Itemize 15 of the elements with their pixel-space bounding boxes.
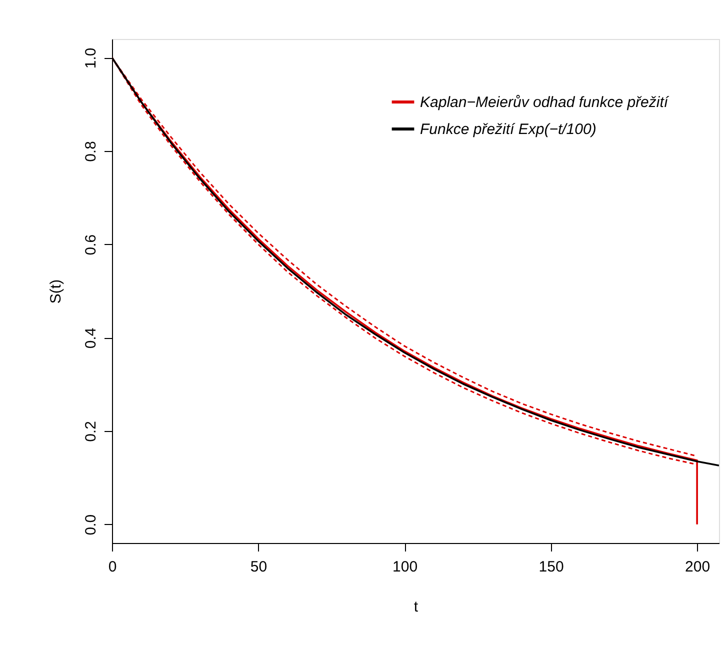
x-axis-title: t [414,598,419,616]
y-tick-label: 1.0 [82,48,100,69]
y-tick-label: 0.4 [82,328,100,349]
y-axis-title: S(t) [48,279,64,304]
y-tick-label: 0.2 [82,421,100,442]
x-tick-label: 150 [538,558,564,576]
x-tick-label: 50 [250,558,268,576]
legend-label: Kaplan−Meierův odhad funkce přežití [420,94,670,111]
x-tick-label: 0 [108,558,117,576]
y-tick-label: 0.6 [82,234,100,256]
y-tick-label: 0.8 [82,141,100,162]
legend-label: Funkce přežití Exp(−t/100) [420,121,596,138]
y-tick-label: 0.0 [82,514,100,536]
x-tick-label: 100 [392,558,418,576]
x-tick-label: 200 [685,558,710,576]
